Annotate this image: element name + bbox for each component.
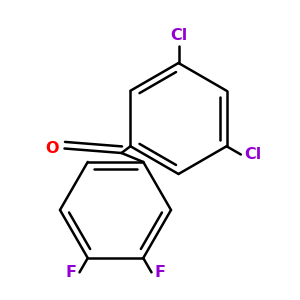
Text: Cl: Cl	[170, 28, 187, 44]
Text: Cl: Cl	[244, 147, 261, 162]
Text: F: F	[65, 265, 76, 280]
Text: F: F	[154, 265, 166, 280]
Text: O: O	[45, 141, 58, 156]
